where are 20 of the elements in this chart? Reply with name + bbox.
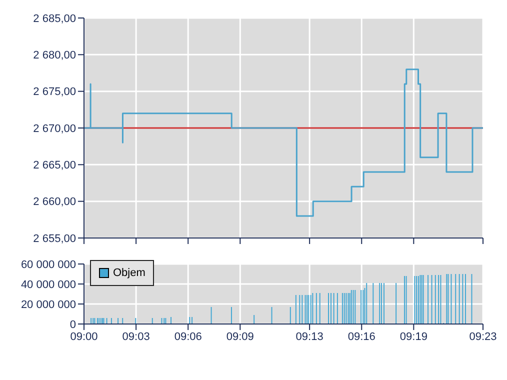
y-tick-label: 2 655,00	[33, 232, 76, 245]
y-tick-label: 20 000 000	[20, 298, 76, 311]
x-tick-label: 09:03	[122, 330, 150, 343]
y-tick-label: 2 680,00	[33, 50, 76, 62]
y-tick-label: 2 670,00	[33, 122, 76, 135]
y-tick-label: 2 660,00	[33, 196, 76, 208]
legend-label: Objem	[113, 267, 146, 279]
y-tick-label: 0	[70, 318, 76, 331]
y-tick-label: 60 000 000	[20, 258, 76, 271]
x-tick-label: 09:13	[296, 330, 324, 343]
y-tick-label: 2 675,00	[33, 86, 76, 98]
x-tick-label: 09:06	[174, 330, 202, 343]
x-tick-label: 09:16	[348, 330, 376, 343]
x-tick-label: 09:23	[469, 330, 497, 343]
x-tick-label: 09:19	[400, 330, 428, 343]
x-tick-label: 09:09	[226, 330, 254, 343]
y-tick-label: 2 685,00	[33, 12, 76, 25]
y-tick-label: 40 000 000	[20, 278, 76, 291]
y-tick-label: 2 665,00	[33, 160, 76, 172]
x-tick-label: 09:00	[70, 330, 98, 343]
